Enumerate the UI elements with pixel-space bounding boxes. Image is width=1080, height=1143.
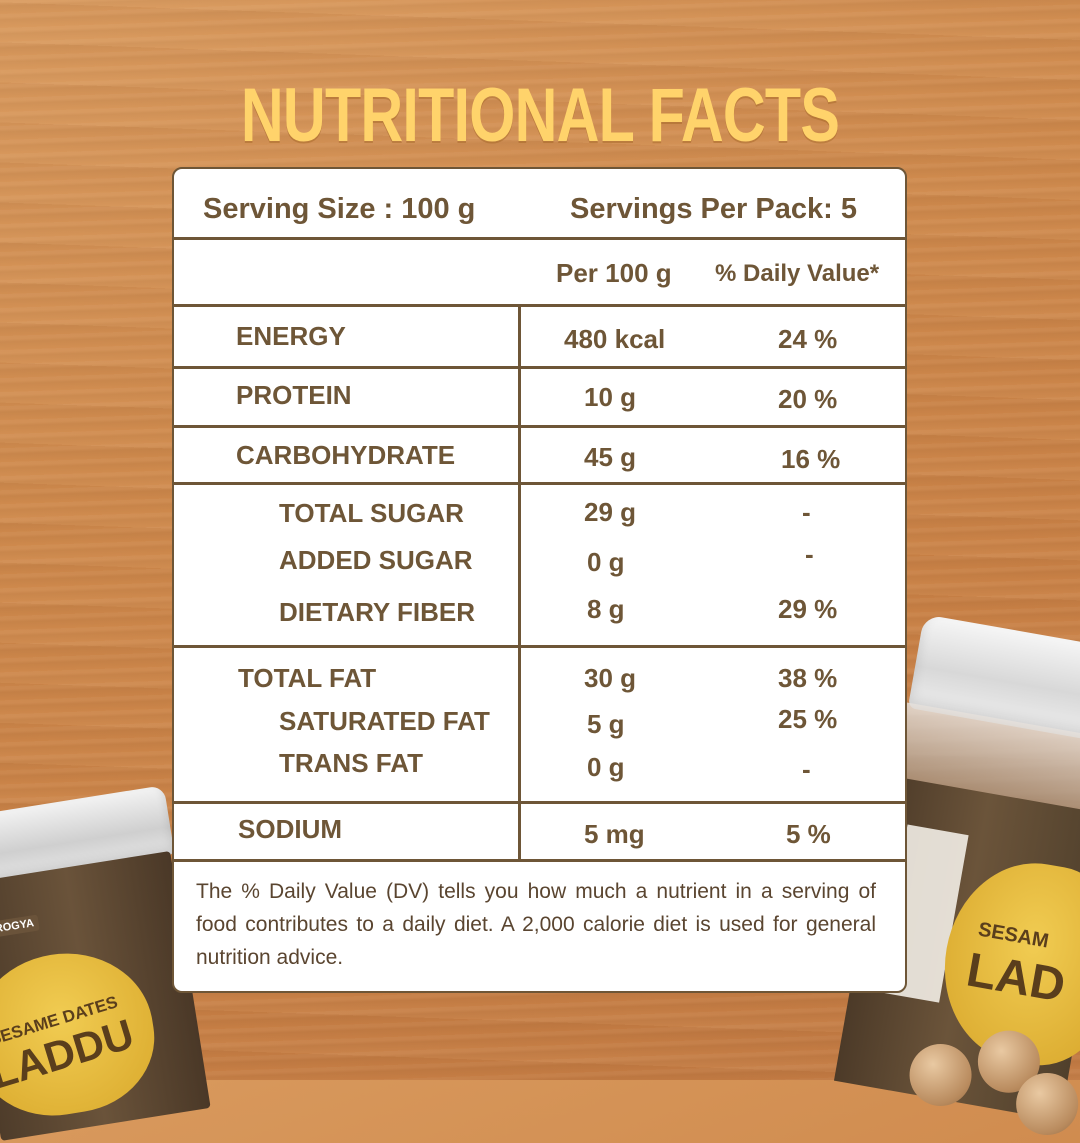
nutrient-amount: 0 g xyxy=(587,752,625,782)
nutrient-name: TOTAL FAT xyxy=(238,663,377,693)
nutrient-amount: 30 g xyxy=(584,663,637,693)
nutrient-daily-value: - xyxy=(805,539,814,569)
nutrient-daily-value: 20 % xyxy=(778,384,838,414)
servings-per-pack: Servings Per Pack: 5 xyxy=(570,193,857,225)
divider xyxy=(174,366,905,369)
divider xyxy=(174,645,905,648)
nutrient-daily-value: 25 % xyxy=(778,704,838,734)
divider xyxy=(174,801,905,804)
nutrient-name: TOTAL SUGAR xyxy=(279,498,464,528)
divider xyxy=(174,425,905,428)
nutrient-amount: 29 g xyxy=(584,497,637,527)
nutrient-amount: 5 g xyxy=(587,709,625,739)
column-divider xyxy=(518,307,521,859)
nutrient-amount: 480 kcal xyxy=(564,324,666,354)
nutrient-amount: 8 g xyxy=(587,594,625,624)
serving-size: Serving Size : 100 g xyxy=(203,193,476,225)
divider xyxy=(174,859,905,862)
nutrient-amount: 10 g xyxy=(584,382,637,412)
nutrient-amount: 45 g xyxy=(584,442,637,472)
nutrient-name: ADDED SUGAR xyxy=(279,545,473,575)
nutrient-name: TRANS FAT xyxy=(279,748,423,778)
nutrient-name: DIETARY FIBER xyxy=(279,597,475,627)
divider xyxy=(174,304,905,307)
nutrient-daily-value: 24 % xyxy=(778,324,838,354)
divider xyxy=(174,237,905,240)
nutrient-name: SODIUM xyxy=(238,814,342,844)
nutrient-daily-value: - xyxy=(802,754,811,784)
nutrient-amount: 5 mg xyxy=(584,819,645,849)
daily-value-footnote: The % Daily Value (DV) tells you how muc… xyxy=(196,880,876,969)
nutrient-daily-value: 5 % xyxy=(786,819,831,849)
nutrient-daily-value: - xyxy=(802,497,811,527)
nutrient-name: CARBOHYDRATE xyxy=(236,440,456,470)
column-header-daily-value: % Daily Value* xyxy=(715,260,880,287)
nutrient-daily-value: 38 % xyxy=(778,663,838,693)
divider xyxy=(174,482,905,485)
nutrient-daily-value: 29 % xyxy=(778,594,838,624)
nutrient-daily-value: 16 % xyxy=(781,444,841,474)
nutrient-amount: 0 g xyxy=(587,547,625,577)
nutrient-name: SATURATED FAT xyxy=(279,706,490,736)
page-title: NUTRITIONAL FACTS xyxy=(240,73,840,158)
column-header-per-100g: Per 100 g xyxy=(556,258,672,288)
nutrient-name: ENERGY xyxy=(236,321,346,351)
nutrient-name: PROTEIN xyxy=(236,380,352,410)
nutrition-table: Serving Size : 100 g Servings Per Pack: … xyxy=(172,167,907,993)
